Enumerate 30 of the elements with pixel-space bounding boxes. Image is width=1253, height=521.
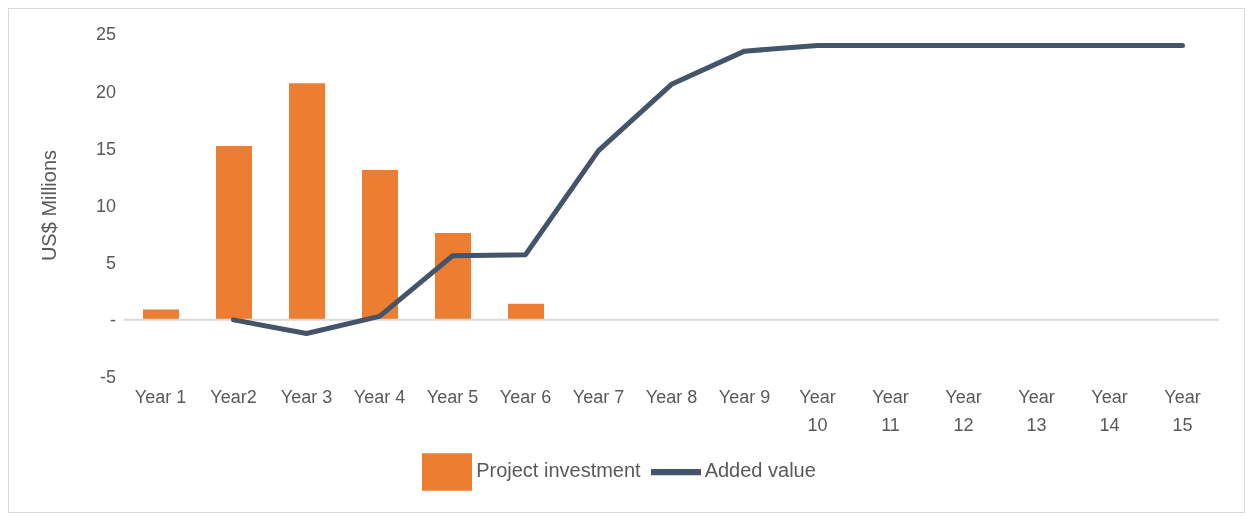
x-tick-label: Year 4	[353, 387, 406, 407]
bar	[362, 170, 398, 320]
x-tick-label: Year 6	[499, 387, 552, 407]
legend-label: Project investment	[476, 459, 641, 482]
x-tick-label: Year 9	[718, 387, 771, 407]
y-tick-label: 25	[95, 24, 116, 45]
bar	[508, 303, 544, 320]
y-tick-label: 10	[95, 195, 116, 216]
x-tick-label: Year 12	[945, 387, 982, 435]
x-tick-label: Year 1	[134, 387, 187, 407]
y-tick-label: 20	[95, 81, 116, 102]
y-tick-label: 15	[95, 138, 116, 159]
x-tick-label: Year2	[210, 387, 257, 407]
bar	[435, 232, 471, 320]
y-tick-label: 5	[105, 253, 116, 274]
x-tick-label: Year 15	[1164, 387, 1201, 435]
bar	[216, 146, 252, 320]
x-tick-label: Year 11	[872, 387, 909, 435]
legend-label: Added value	[704, 459, 816, 482]
x-tick-label: Year 10	[799, 387, 836, 435]
y-tick-label: -	[110, 310, 116, 331]
x-tick-label: Year 8	[645, 387, 698, 407]
x-tick-label: Year 14	[1091, 387, 1128, 435]
y-tick-label: -5	[99, 367, 116, 388]
x-tick-label: Year 7	[572, 387, 625, 407]
x-tick-label: Year 3	[280, 387, 333, 407]
y-axis-title: US$ Millions	[38, 149, 61, 262]
x-tick-label: Year 5	[426, 387, 479, 407]
bar	[289, 83, 325, 320]
x-tick-label: Year 13	[1018, 387, 1055, 435]
